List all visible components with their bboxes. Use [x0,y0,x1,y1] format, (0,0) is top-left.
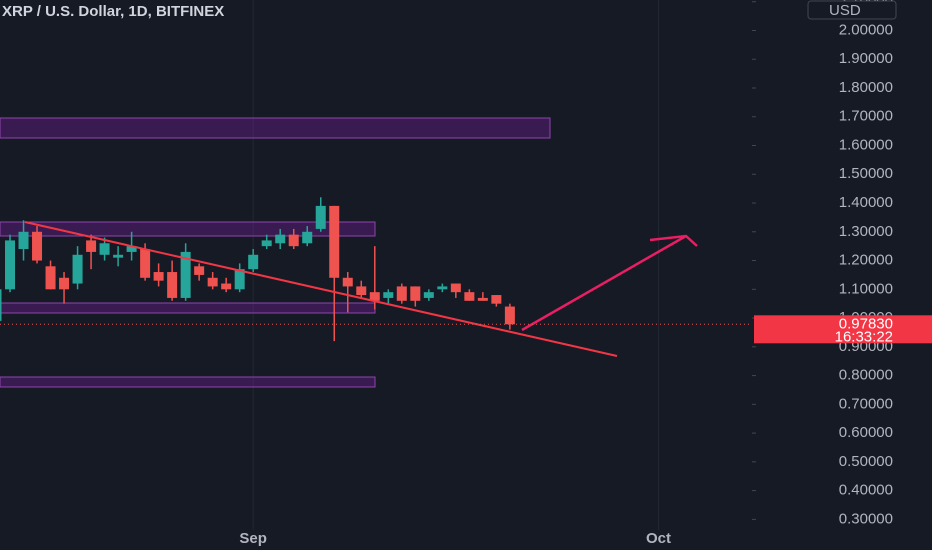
y-tick-label: 1.50000 [839,165,893,182]
candle-body [261,240,272,247]
candle-body [423,292,434,298]
y-tick-label: 1.40000 [839,194,893,211]
candle-body [275,234,286,244]
candle-body [315,205,326,229]
y-tick-label: 1.10000 [839,280,893,297]
candle-body [234,269,245,290]
countdown-label: 16:33:22 [835,328,893,345]
y-tick-label: 1.20000 [839,252,893,269]
zone-box [0,117,551,139]
y-tick-label: 0.30000 [839,510,893,527]
arrow [521,234,687,332]
candle-body [153,272,164,281]
price-axis [752,0,932,550]
candle-body [194,266,205,275]
zone-box [0,376,376,388]
candle-body [288,234,299,247]
trend-line [24,221,618,357]
candle-body [342,277,353,287]
candle-body [72,254,83,284]
zone-box [0,302,376,314]
candle-body [180,251,191,298]
candle-body [491,295,502,304]
candle-body [356,286,367,296]
y-tick-label: 1.70000 [839,108,893,125]
candle-body [5,240,16,290]
candle-body [113,254,124,258]
candle-body [0,289,2,321]
candle-body [59,277,70,290]
candle-body [221,283,232,290]
candle-body [437,286,448,290]
currency-badge [807,0,897,20]
y-tick-label: 0.80000 [839,367,893,384]
candle-body [396,286,407,301]
y-tick-label: 1.30000 [839,223,893,240]
price-badge [754,315,932,344]
y-tick-label: 1.90000 [839,50,893,67]
candle-body [18,231,29,250]
last-price-label: 0.97830 [839,315,893,332]
arrow-head [649,234,698,247]
y-tick-label: 0.70000 [839,395,893,412]
y-tick-label: 0.50000 [839,453,893,470]
x-tick-label: Sep [239,530,267,547]
y-tick-label: 1.80000 [839,79,893,96]
candle-body [32,231,43,261]
candle-body [207,277,218,287]
y-tick-label: 0.40000 [839,482,893,499]
candle-body [86,240,97,252]
candle-body [140,249,151,278]
candle-body [167,272,178,298]
candle-body [329,205,340,278]
candle-body [99,243,110,255]
candle-body [369,292,380,301]
y-tick-label: 0.60000 [839,424,893,441]
candle-body [248,254,259,270]
y-tick-label: 2.00000 [839,21,893,38]
zone-box [0,221,376,237]
chart-title: XRP / U.S. Dollar, 1D, BITFINEX [2,3,224,20]
currency-label: USD [829,2,861,19]
candle-body [464,292,475,301]
candle-body [477,297,488,301]
candle-body [45,266,56,290]
candle-body [410,286,421,301]
candle-body [450,283,461,293]
time-axis [0,530,752,550]
candle-body [504,306,515,325]
candle-body [302,231,313,244]
candle-body [383,292,394,298]
y-tick-label: 1.60000 [839,136,893,153]
candle-body [126,246,137,252]
x-tick-label: Oct [646,530,671,547]
drawings [0,117,551,388]
